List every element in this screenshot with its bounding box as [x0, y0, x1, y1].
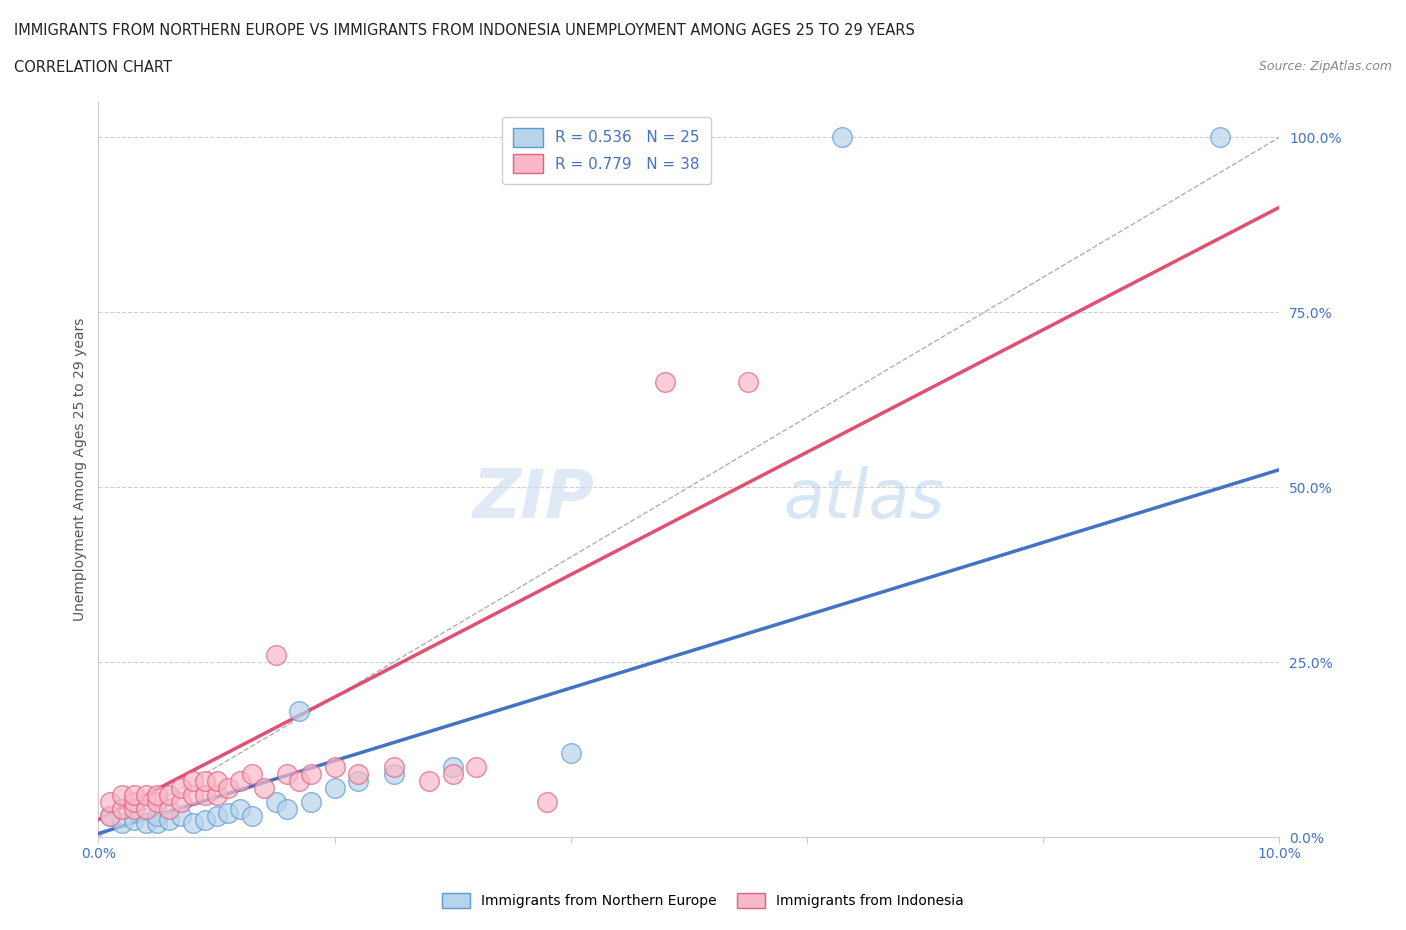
Point [205, 788, 228, 803]
Point [122, 794, 145, 809]
Point [229, 774, 252, 789]
Point [194, 788, 217, 803]
Point [157, 788, 180, 803]
Point [122, 802, 145, 817]
Point [157, 802, 180, 817]
Point [288, 774, 311, 789]
Point [111, 816, 134, 830]
Point [465, 760, 488, 775]
Point [181, 774, 204, 789]
Text: IMMIGRANTS FROM NORTHERN EUROPE VS IMMIGRANTS FROM INDONESIA UNEMPLOYMENT AMONG : IMMIGRANTS FROM NORTHERN EUROPE VS IMMIG… [14, 23, 915, 38]
Point [1209, 130, 1232, 145]
Point [205, 774, 228, 789]
Point [240, 808, 263, 823]
Point [135, 816, 157, 830]
Point [146, 788, 169, 803]
Point [135, 788, 157, 803]
Y-axis label: Unemployment Among Ages 25 to 29 years: Unemployment Among Ages 25 to 29 years [73, 318, 87, 621]
Point [264, 647, 287, 662]
Point [560, 746, 582, 761]
Point [240, 766, 263, 781]
Point [122, 812, 145, 827]
Point [170, 808, 193, 823]
Point [288, 704, 311, 719]
Point [205, 808, 228, 823]
Text: Source: ZipAtlas.com: Source: ZipAtlas.com [1258, 60, 1392, 73]
Point [737, 375, 759, 390]
Text: atlas: atlas [783, 466, 945, 532]
Point [299, 794, 322, 809]
Point [347, 766, 370, 781]
Point [170, 780, 193, 795]
Point [157, 812, 180, 827]
Point [194, 812, 217, 827]
Point [264, 794, 287, 809]
Point [323, 780, 346, 795]
Point [441, 766, 464, 781]
Point [146, 808, 169, 823]
Point [382, 766, 405, 781]
Point [229, 802, 252, 817]
Point [135, 802, 157, 817]
Point [111, 802, 134, 817]
Point [111, 788, 134, 803]
Point [253, 780, 276, 795]
Point [654, 375, 676, 390]
Point [441, 760, 464, 775]
Legend: Immigrants from Northern Europe, Immigrants from Indonesia: Immigrants from Northern Europe, Immigra… [436, 888, 970, 914]
Point [276, 766, 298, 781]
Point [194, 774, 217, 789]
Point [536, 794, 558, 809]
Point [146, 794, 169, 809]
Point [98, 808, 121, 823]
Point [146, 816, 169, 830]
Point [418, 774, 440, 789]
Point [170, 794, 193, 809]
Point [347, 774, 370, 789]
Point [122, 788, 145, 803]
Point [181, 816, 204, 830]
Legend: R = 0.536   N = 25, R = 0.779   N = 38: R = 0.536 N = 25, R = 0.779 N = 38 [502, 117, 710, 183]
Text: CORRELATION CHART: CORRELATION CHART [14, 60, 172, 75]
Point [217, 805, 239, 820]
Point [98, 794, 121, 809]
Point [382, 760, 405, 775]
Point [831, 130, 853, 145]
Point [299, 766, 322, 781]
Point [181, 788, 204, 803]
Point [276, 802, 298, 817]
Point [217, 780, 239, 795]
Point [98, 808, 121, 823]
Point [323, 760, 346, 775]
Text: ZIP: ZIP [472, 466, 595, 532]
